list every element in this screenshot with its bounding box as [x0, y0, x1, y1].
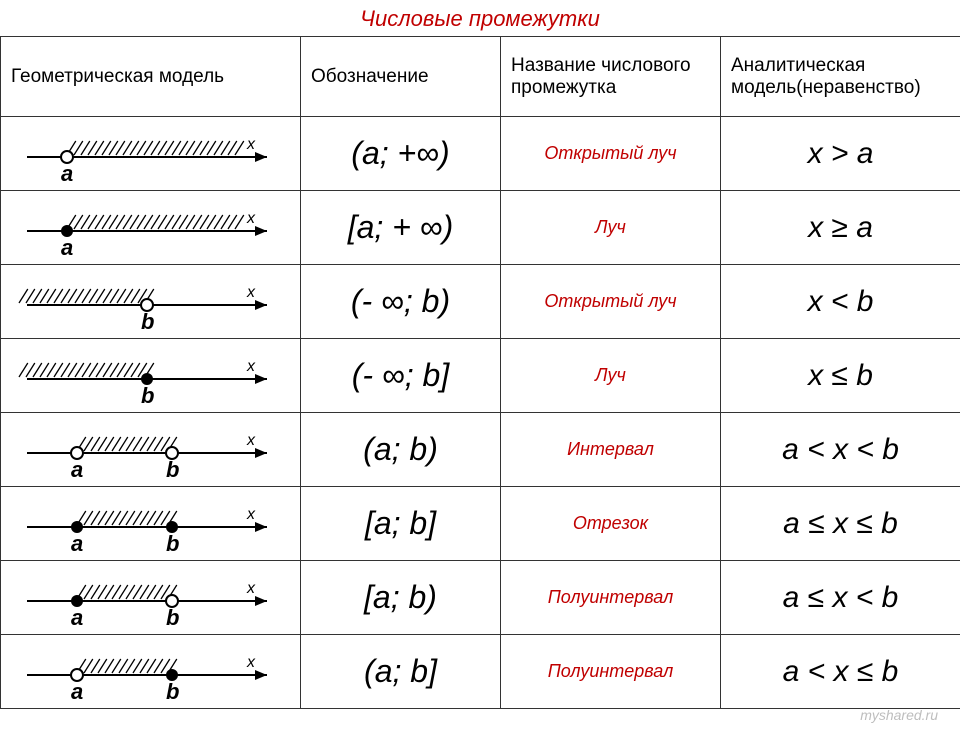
notation-cell: (- ∞; b]: [301, 339, 501, 413]
svg-text:x: x: [246, 654, 256, 671]
svg-text:a: a: [61, 235, 73, 259]
table-row: xb(- ∞; b]Лучx ≤ b: [1, 339, 960, 413]
inequality-cell: a < x < b: [721, 413, 960, 487]
svg-text:a: a: [71, 457, 83, 481]
intervals-table-container: Числовые промежутки Геометрическая модел…: [0, 0, 960, 729]
table-row: xa(a; +∞)Открытый лучx > a: [1, 117, 960, 191]
table-row: xa[a; + ∞)Лучx ≥ a: [1, 191, 960, 265]
table-row: x a b [a; b]Отрезокa ≤ x ≤ b: [1, 487, 960, 561]
svg-text:b: b: [166, 605, 179, 629]
interval-name-cell: Открытый луч: [501, 265, 721, 339]
geom-diagram: xa: [1, 191, 301, 265]
svg-text:x: x: [246, 210, 256, 227]
interval-name-cell: Полуинтервал: [501, 561, 721, 635]
geom-diagram: xa: [1, 117, 301, 191]
notation-cell: [a; b]: [301, 487, 501, 561]
intervals-table: Геометрическая модель Обозначение Назван…: [0, 36, 960, 709]
svg-text:x: x: [246, 432, 256, 449]
svg-text:a: a: [61, 161, 73, 185]
geom-diagram: x a b: [1, 413, 301, 487]
svg-text:b: b: [166, 457, 179, 481]
header-notation: Обозначение: [301, 37, 501, 117]
inequality-cell: x < b: [721, 265, 960, 339]
interval-name-cell: Полуинтервал: [501, 635, 721, 709]
watermark: myshared.ru: [0, 703, 948, 723]
table-body: xa(a; +∞)Открытый лучx > axa[a; + ∞)Лучx…: [1, 117, 960, 709]
svg-text:x: x: [246, 136, 256, 153]
svg-text:b: b: [141, 383, 154, 407]
header-name: Название числового промежутка: [501, 37, 721, 117]
svg-text:b: b: [166, 531, 179, 555]
svg-text:a: a: [71, 605, 83, 629]
inequality-cell: x ≥ a: [721, 191, 960, 265]
svg-text:x: x: [246, 580, 256, 597]
svg-text:a: a: [71, 679, 83, 703]
notation-cell: (a; b): [301, 413, 501, 487]
svg-text:b: b: [141, 309, 154, 333]
header-row: Геометрическая модель Обозначение Назван…: [1, 37, 960, 117]
table-row: x a b (a; b)Интервалa < x < b: [1, 413, 960, 487]
notation-cell: [a; b): [301, 561, 501, 635]
geom-diagram: x a b: [1, 561, 301, 635]
svg-text:x: x: [246, 284, 256, 301]
svg-text:x: x: [246, 358, 256, 375]
geom-diagram: x a b: [1, 635, 301, 709]
notation-cell: (a; b]: [301, 635, 501, 709]
svg-text:b: b: [166, 679, 179, 703]
inequality-cell: a < x ≤ b: [721, 635, 960, 709]
interval-name-cell: Луч: [501, 339, 721, 413]
table-row: x a b (a; b]Полуинтервалa < x ≤ b: [1, 635, 960, 709]
geom-diagram: xb: [1, 265, 301, 339]
interval-name-cell: Отрезок: [501, 487, 721, 561]
header-geom: Геометрическая модель: [1, 37, 301, 117]
inequality-cell: a ≤ x < b: [721, 561, 960, 635]
table-row: xb(- ∞; b)Открытый лучx < b: [1, 265, 960, 339]
svg-text:a: a: [71, 531, 83, 555]
inequality-cell: a ≤ x ≤ b: [721, 487, 960, 561]
notation-cell: (- ∞; b): [301, 265, 501, 339]
notation-cell: [a; + ∞): [301, 191, 501, 265]
interval-name-cell: Луч: [501, 191, 721, 265]
header-analytic: Аналитическая модель(неравенство): [721, 37, 960, 117]
interval-name-cell: Интервал: [501, 413, 721, 487]
inequality-cell: x > a: [721, 117, 960, 191]
interval-name-cell: Открытый луч: [501, 117, 721, 191]
svg-text:x: x: [246, 506, 256, 523]
notation-cell: (a; +∞): [301, 117, 501, 191]
geom-diagram: x a b: [1, 487, 301, 561]
page-title: Числовые промежутки: [0, 0, 960, 36]
table-row: x a b [a; b)Полуинтервалa ≤ x < b: [1, 561, 960, 635]
geom-diagram: xb: [1, 339, 301, 413]
inequality-cell: x ≤ b: [721, 339, 960, 413]
